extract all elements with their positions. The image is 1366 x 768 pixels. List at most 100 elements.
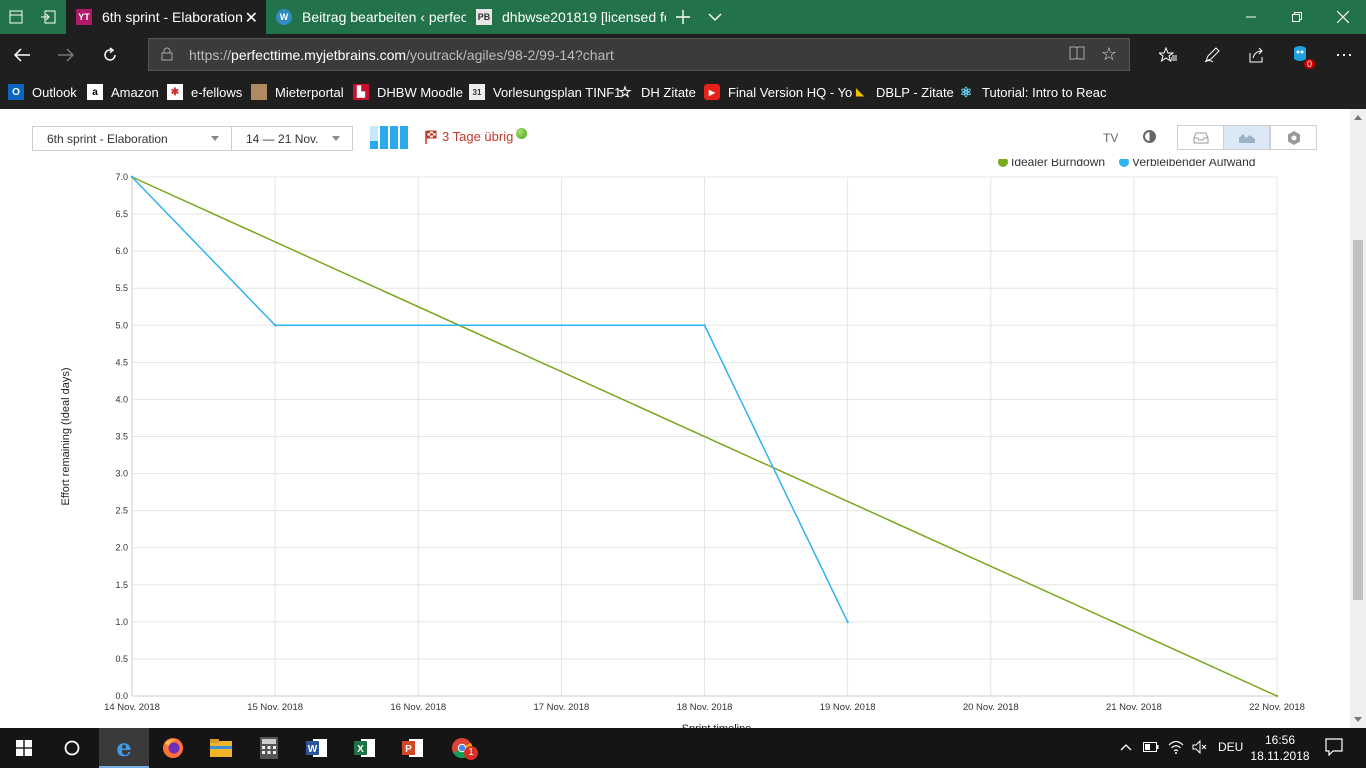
favorite-mieterportal[interactable]: Mieterportal xyxy=(251,84,344,100)
progress-bar xyxy=(390,126,398,149)
favorite-outlook[interactable]: O Outlook xyxy=(8,84,77,100)
favorite-dblp[interactable]: ◣ DBLP - Zitate xyxy=(852,84,954,100)
tab-preview-chevron-icon[interactable] xyxy=(699,0,731,34)
favorites-bar: O Outlook a Amazon ✱ e-fellows Mieterpor… xyxy=(0,76,1366,109)
tab-wordpress[interactable]: W Beitrag bearbeiten ‹ perfect xyxy=(266,0,466,34)
favorite-react-tutorial[interactable]: ⚛ Tutorial: Intro to Reac xyxy=(958,84,1107,100)
action-center-icon[interactable] xyxy=(1325,738,1343,759)
battery-icon[interactable] xyxy=(1143,740,1159,755)
scrollbar-thumb[interactable] xyxy=(1353,240,1363,600)
favorites-hub-icon[interactable] xyxy=(1152,39,1184,71)
url-text: https://perfecttime.myjetbrains.com/yout… xyxy=(189,47,614,63)
y-tick-label: 3.0 xyxy=(115,469,128,479)
input-language[interactable]: DEU xyxy=(1218,740,1244,754)
chevron-down-icon xyxy=(211,136,219,141)
y-tick-label: 6.5 xyxy=(115,209,128,219)
extension-icon[interactable]: 0 xyxy=(1284,39,1316,71)
chrome-badge: 1 xyxy=(464,746,478,760)
tab-youtrack[interactable]: YT 6th sprint - Elaboration ✕ xyxy=(66,0,266,34)
favorite-label: Vorlesungsplan TINF1 xyxy=(493,84,622,100)
forward-icon[interactable] xyxy=(50,39,82,71)
tv-mode-button[interactable]: TV xyxy=(1103,131,1119,145)
star-icon: ☆ xyxy=(618,84,632,101)
pb-icon: PB xyxy=(476,9,492,25)
address-bar[interactable]: https://perfecttime.myjetbrains.com/yout… xyxy=(148,38,1130,71)
taskbar-word[interactable]: W xyxy=(293,728,341,768)
y-tick-label: 2.0 xyxy=(115,543,128,553)
back-icon[interactable] xyxy=(6,39,38,71)
tab-pb[interactable]: PB dhbwse201819 [licensed fo xyxy=(466,0,666,34)
taskbar-chrome[interactable]: 1 xyxy=(438,728,486,768)
taskbar-calculator[interactable] xyxy=(245,728,293,768)
favorite-label: DHBW Moodle xyxy=(377,84,463,100)
volume-muted-icon[interactable] xyxy=(1192,739,1208,757)
legend-label: Verbleibender Aufwand xyxy=(1132,159,1255,169)
y-tick-label: 1.0 xyxy=(115,617,128,627)
settings-button[interactable] xyxy=(1270,125,1317,150)
svg-text:X: X xyxy=(357,744,364,755)
windows-logo-icon xyxy=(16,740,32,756)
contrast-icon[interactable] xyxy=(1143,130,1156,143)
close-window-icon[interactable] xyxy=(1320,0,1366,34)
chart-icon xyxy=(1238,133,1255,143)
calendar-icon: 31 xyxy=(469,84,485,100)
y-tick-label: 7.0 xyxy=(115,172,128,182)
page-scrollbar[interactable] xyxy=(1350,109,1366,728)
windows-taskbar: e W X P 1 DEU 16:56 18.11.2018 xyxy=(0,728,1366,768)
y-tick-label: 5.5 xyxy=(115,283,128,293)
taskbar-edge[interactable]: e xyxy=(99,728,149,768)
set-aside-tabs-icon[interactable] xyxy=(32,0,64,34)
taskbar-firefox[interactable] xyxy=(149,728,197,768)
favorite-label: Mieterportal xyxy=(275,84,344,100)
clock-time: 16:56 xyxy=(1264,733,1296,747)
svg-text:W: W xyxy=(308,744,318,755)
date-range-select[interactable]: 14 — 21 Nov. xyxy=(231,126,353,151)
legend-marker xyxy=(1119,159,1129,167)
scroll-down-icon[interactable] xyxy=(1354,717,1362,722)
favorite-amazon[interactable]: a Amazon xyxy=(87,84,159,100)
favorite-efellows[interactable]: ✱ e-fellows xyxy=(167,84,242,100)
x-tick-label: 19 Nov. 2018 xyxy=(820,702,876,713)
restore-icon[interactable] xyxy=(1274,0,1320,34)
favorite-youtube[interactable]: ▶ Final Version HQ - Yo xyxy=(704,84,852,100)
x-tick-label: 22 Nov. 2018 xyxy=(1249,702,1305,713)
status-indicator-icon xyxy=(516,128,527,139)
tab-actions-icon[interactable] xyxy=(0,0,32,34)
favorite-dh-zitate[interactable]: ☆ DH Zitate xyxy=(617,84,696,101)
y-tick-label: 4.5 xyxy=(115,357,128,367)
chart-view-button[interactable] xyxy=(1223,125,1270,150)
show-hidden-icons[interactable] xyxy=(1120,740,1132,755)
favorite-star-icon[interactable]: ☆ xyxy=(1100,44,1117,64)
favorite-vorlesungsplan[interactable]: 31 Vorlesungsplan TINF1 xyxy=(469,84,621,100)
x-tick-label: 16 Nov. 2018 xyxy=(390,702,446,713)
taskbar-powerpoint[interactable]: P xyxy=(389,728,437,768)
clock[interactable]: 16:56 18.11.2018 xyxy=(1250,732,1310,764)
favorite-label: Final Version HQ - Yo xyxy=(728,84,853,100)
tab-strip: YT 6th sprint - Elaboration ✕ W Beitrag … xyxy=(0,0,1366,34)
favorite-moodle[interactable]: ▙ DHBW Moodle xyxy=(353,84,463,100)
favorite-label: Tutorial: Intro to Reac xyxy=(982,84,1107,100)
wifi-icon[interactable] xyxy=(1168,740,1184,757)
refresh-icon[interactable] xyxy=(94,39,126,71)
flag-icon xyxy=(425,130,437,144)
share-icon[interactable] xyxy=(1240,39,1272,71)
new-tab-icon[interactable] xyxy=(667,0,699,34)
scroll-up-icon[interactable] xyxy=(1354,115,1362,120)
taskbar-excel[interactable]: X xyxy=(341,728,389,768)
reading-view-icon[interactable] xyxy=(1069,46,1085,64)
inbox-view-button[interactable] xyxy=(1177,125,1224,150)
x-tick-label: 17 Nov. 2018 xyxy=(533,702,589,713)
taskbar-explorer[interactable] xyxy=(197,728,245,768)
minimize-icon[interactable] xyxy=(1228,0,1274,34)
y-tick-label: 2.5 xyxy=(115,506,128,516)
svg-text:P: P xyxy=(405,744,412,755)
box-icon xyxy=(251,84,267,100)
search-button[interactable] xyxy=(48,728,96,768)
web-notes-icon[interactable] xyxy=(1196,39,1228,71)
legend-label: Idealer Burndown xyxy=(1011,159,1105,169)
more-icon[interactable]: ⋯ xyxy=(1335,44,1353,65)
sprint-select[interactable]: 6th sprint - Elaboration xyxy=(32,126,232,151)
start-button[interactable] xyxy=(0,728,48,768)
days-remaining-label: 3 Tage übrig xyxy=(442,129,514,144)
close-tab-icon[interactable]: ✕ xyxy=(244,10,258,27)
